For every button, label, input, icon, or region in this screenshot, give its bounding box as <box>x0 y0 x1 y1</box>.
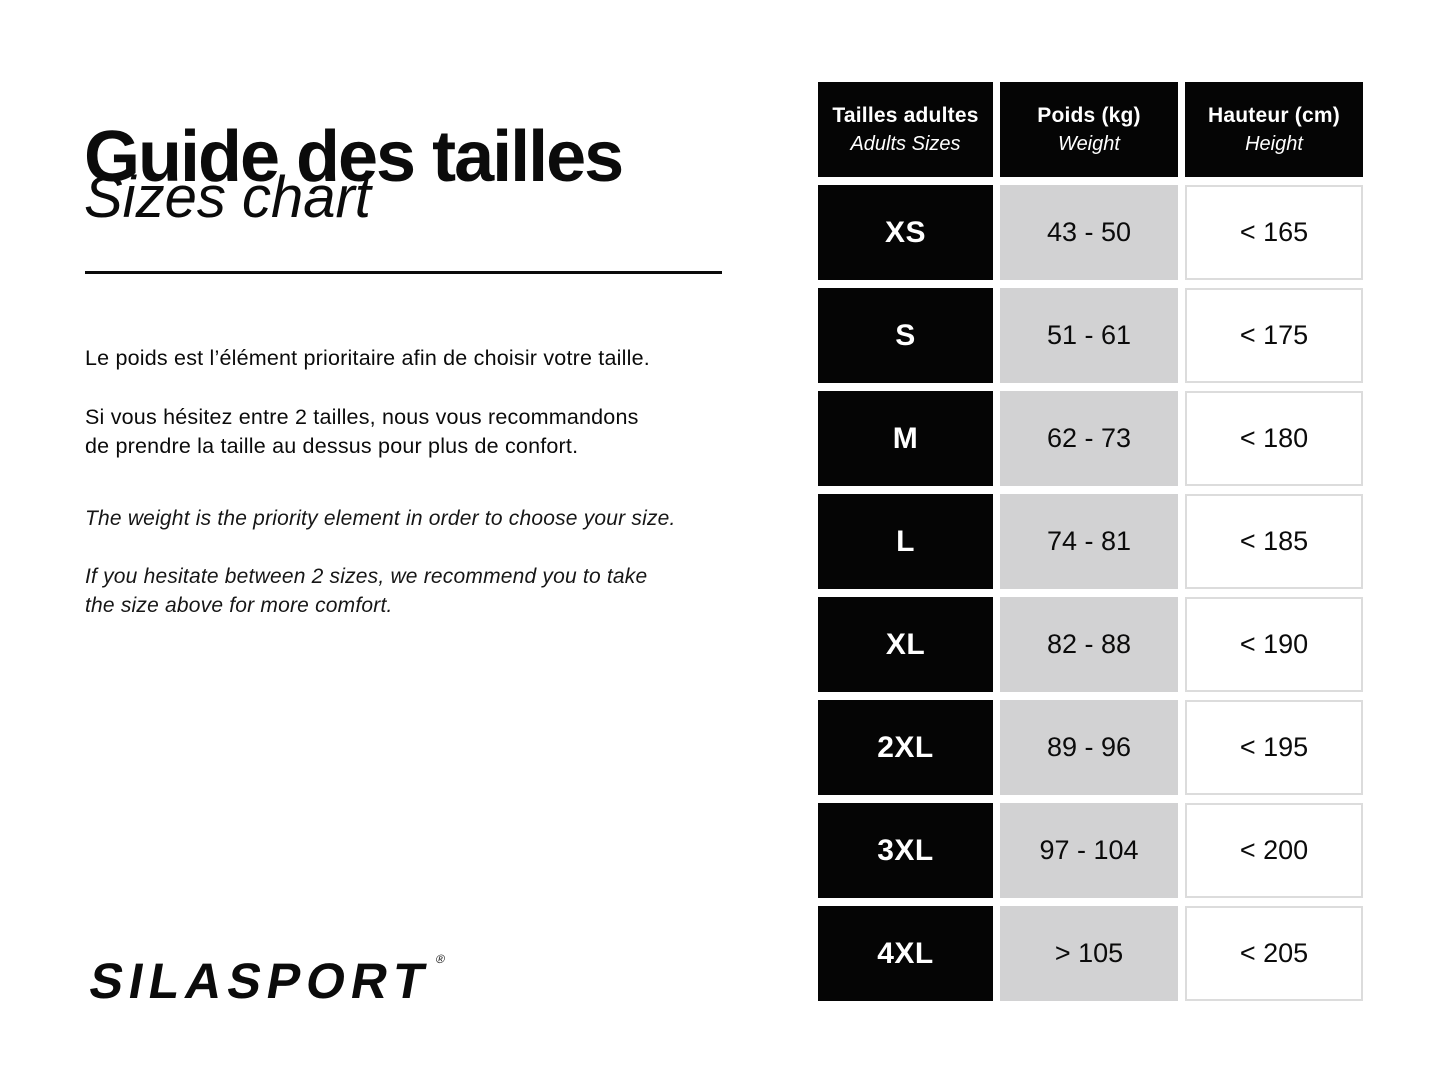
weight-cell-xs: 43 - 50 <box>1000 185 1178 280</box>
column-header-height-en: Height <box>1245 132 1303 155</box>
size-cell-2xl: 2XL <box>818 700 993 795</box>
column-header-sizes: Tailles adultes Adults Sizes <box>818 82 993 177</box>
size-cell-4xl: 4XL <box>818 906 993 1001</box>
intro-paragraph-en-1: The weight is the priority element in or… <box>85 507 676 530</box>
height-cell-3xl: < 200 <box>1185 803 1363 898</box>
height-cell-m: < 180 <box>1185 391 1363 486</box>
column-header-height-fr: Hauteur (cm) <box>1208 103 1340 127</box>
weight-cell-xl: 82 - 88 <box>1000 597 1178 692</box>
brand-logo: SILASPORT® <box>85 952 446 1010</box>
divider-line <box>85 271 722 274</box>
weight-cell-4xl: > 105 <box>1000 906 1178 1001</box>
size-cell-s: S <box>818 288 993 383</box>
weight-cell-3xl: 97 - 104 <box>1000 803 1178 898</box>
size-cell-xl: XL <box>818 597 993 692</box>
size-cell-xs: XS <box>818 185 993 280</box>
weight-cell-m: 62 - 73 <box>1000 391 1178 486</box>
column-header-weight-fr: Poids (kg) <box>1037 103 1141 127</box>
height-cell-s: < 175 <box>1185 288 1363 383</box>
page-title: Guide des tailles <box>84 117 624 198</box>
intro-paragraph-en-2: If you hesitate between 2 sizes, we reco… <box>85 565 648 617</box>
intro-paragraph-fr-2: Si vous hésitez entre 2 tailles, nous vo… <box>85 404 639 458</box>
height-cell-xs: < 165 <box>1185 185 1363 280</box>
height-cell-l: < 185 <box>1185 494 1363 589</box>
column-header-height: Hauteur (cm) Height <box>1185 82 1363 177</box>
registered-trademark-icon: ® <box>434 952 447 966</box>
size-cell-3xl: 3XL <box>818 803 993 898</box>
height-cell-xl: < 190 <box>1185 597 1363 692</box>
page-subtitle: Sizes chart <box>84 165 371 230</box>
size-table: Tailles adultes Adults Sizes Poids (kg) Wei… <box>818 82 1363 1001</box>
weight-cell-2xl: 89 - 96 <box>1000 700 1178 795</box>
intro-paragraph-fr-1: Le poids est l’élément prioritaire afin … <box>85 345 650 370</box>
weight-cell-s: 51 - 61 <box>1000 288 1178 383</box>
height-cell-4xl: < 205 <box>1185 906 1363 1001</box>
height-cell-2xl: < 195 <box>1185 700 1363 795</box>
weight-cell-l: 74 - 81 <box>1000 494 1178 589</box>
size-cell-m: M <box>818 391 993 486</box>
column-header-sizes-en: Adults Sizes <box>850 132 961 155</box>
column-header-sizes-fr: Tailles adultes <box>832 103 979 127</box>
column-header-weight-en: Weight <box>1058 132 1120 155</box>
size-cell-l: L <box>818 494 993 589</box>
column-header-weight: Poids (kg) Weight <box>1000 82 1178 177</box>
brand-logo-text: SILASPORT <box>85 953 436 1009</box>
